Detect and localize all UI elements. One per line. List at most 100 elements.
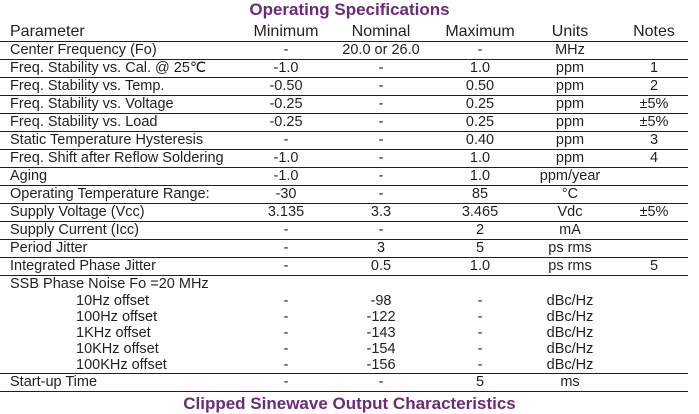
table-cell: - (322, 131, 440, 150)
table-cell: -154 (366, 341, 396, 357)
table-cell: 3.135 (250, 203, 322, 222)
table-cell (620, 309, 688, 325)
table-cell: - (322, 185, 440, 204)
table-cell: 3.3 (322, 203, 440, 222)
phase-noise-label: SSB Phase Noise Fo =20 MHz (0, 275, 688, 293)
table-cell: ppm (520, 131, 620, 150)
table-cell: dBc/Hz (546, 309, 594, 325)
table-cell: - (477, 309, 483, 325)
table-cell: - (477, 42, 483, 58)
table-cell: ppm/year (520, 167, 620, 186)
table-row: Integrated Phase Jitter -0.5 1.0 ps rms 5 (0, 257, 688, 276)
table-cell: Freq. Stability vs. Load (0, 113, 250, 132)
phase-noise-label-row: SSB Phase Noise Fo =20 MHz (0, 275, 688, 293)
table-cell: Period Jitter (0, 239, 250, 258)
table-cell: - (283, 341, 289, 357)
table-cell: 5 (620, 257, 688, 276)
table-cell: -1.0 (250, 59, 322, 78)
table-cell: 0.40 (440, 131, 520, 150)
table-cell (620, 239, 688, 258)
table-cell: 20.0 or 26.0 (342, 42, 420, 58)
table-cell (620, 42, 688, 60)
table-cell: Integrated Phase Jitter (0, 257, 250, 276)
table-cell: -98 (370, 293, 392, 309)
table-cell: - (477, 341, 483, 357)
table-row: 100Hz offset - -122 - dBc/Hz (0, 309, 688, 325)
table-row: Center Frequency (Fo) - 20.0 or 26.0 - MHz (0, 42, 688, 60)
table-cell: - (322, 373, 440, 392)
table-cell: - (283, 325, 289, 341)
table-cell: ppm (520, 59, 620, 78)
table-row: Static Temperature Hysteresis - -0.40 ppm 3 (0, 131, 688, 150)
table-cell: - (322, 95, 440, 114)
table-cell: -143 (366, 325, 396, 341)
table-cell: Operating Temperature Range: (0, 185, 250, 204)
table-cell: 0.5 (322, 257, 440, 276)
table-cell: ppm (520, 77, 620, 96)
table-row: 100KHz offset - -156- dBc/Hz (0, 357, 688, 374)
table-cell: °C (520, 185, 620, 204)
table-cell: ±5% (620, 113, 688, 132)
table-cell: - (250, 239, 322, 258)
table-row: Aging -1.0-1.0 ppm/year (0, 167, 688, 186)
table-cell: Freq. Shift after Reflow Soldering (0, 149, 250, 168)
table-cell: 0.25 (440, 113, 520, 132)
table-cell: dBc/Hz (546, 293, 594, 309)
table-cell: 1 (620, 59, 688, 78)
table-cell: - (250, 221, 322, 240)
table-cell: Center Frequency (Fo) (10, 42, 157, 58)
table-cell: -0.25 (250, 95, 322, 114)
table-cell: 0.25 (440, 95, 520, 114)
table-cell (620, 293, 688, 309)
table-cell: dBc/Hz (546, 325, 594, 341)
section-title: Operating Specifications (249, 0, 450, 19)
table-cell: -30 (250, 185, 322, 204)
table-cell (620, 185, 688, 204)
table-cell: Freq. Stability vs. Cal. @ 25℃ (0, 59, 250, 78)
table-cell: 2 (440, 221, 520, 240)
table-cell: ps rms (520, 257, 620, 276)
table-cell: Freq. Stability vs. Temp. (0, 77, 250, 96)
table-cell (620, 373, 688, 392)
table-cell: 3.465 (440, 203, 520, 222)
specifications-table: Parameter Minimum Nominal Maximum Units Notes… (0, 22, 688, 392)
table-cell (620, 167, 688, 186)
table-cell: 1.0 (440, 59, 520, 78)
table-cell: 1.0 (440, 167, 520, 186)
column-header: Minimum (250, 22, 322, 42)
table-cell: - (250, 357, 322, 374)
table-cell: Supply Current (Icc) (0, 221, 250, 240)
table-cell: 100Hz offset (76, 309, 158, 325)
table-cell: - (322, 113, 440, 132)
table-cell: - (322, 167, 440, 186)
table-cell: Supply Voltage (Vcc) (0, 203, 250, 222)
table-row: 10Hz offset - -98 - dBc/Hz (0, 293, 688, 309)
table-cell: ppm (520, 95, 620, 114)
table-cell: 5 (440, 239, 520, 258)
table-cell (620, 325, 688, 341)
table-row: Start-up Time - -5 ms (0, 373, 688, 392)
table-cell: 100KHz offset (0, 357, 250, 374)
table-cell: 1KHz offset (76, 325, 151, 341)
table-cell: - (477, 293, 483, 309)
next-section-title: Clipped Sinewave Output Characteristics (183, 394, 516, 413)
column-header: Maximum (440, 22, 520, 42)
table-cell: Vdc (520, 203, 620, 222)
table-cell: ms (520, 373, 620, 392)
table-cell: mA (520, 221, 620, 240)
table-cell: - (283, 42, 289, 58)
column-header: Notes (620, 22, 688, 42)
column-header: Nominal (322, 22, 440, 42)
table-cell: 1.0 (440, 149, 520, 168)
table-cell: dBc/Hz (520, 357, 620, 374)
table-cell: Aging (0, 167, 250, 186)
table-cell: 0.50 (440, 77, 520, 96)
table-cell (620, 341, 688, 357)
table-cell: - (322, 149, 440, 168)
table-cell: ±5% (620, 203, 688, 222)
table-row: 10KHz offset - -154 - dBc/Hz (0, 341, 688, 357)
table-cell (620, 221, 688, 240)
table-cell: 2 (620, 77, 688, 96)
table-cell: ppm (520, 149, 620, 168)
table-cell: 3 (322, 239, 440, 258)
